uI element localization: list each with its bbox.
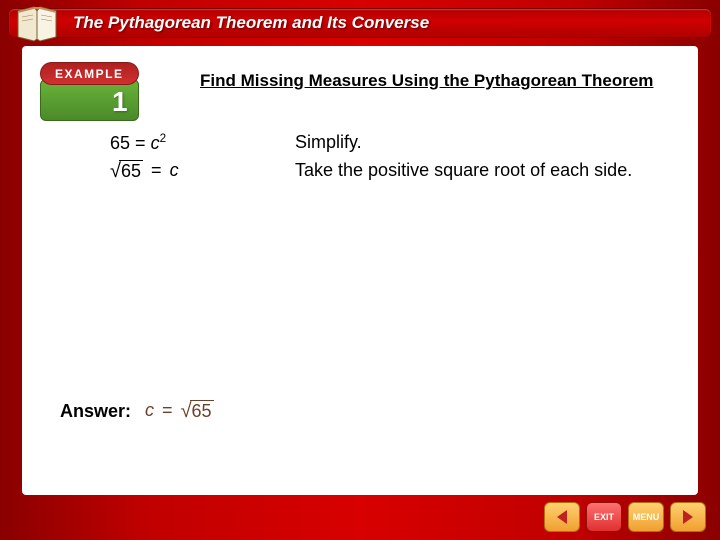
example-badge: EXAMPLE 1 <box>40 62 139 121</box>
eq-op: = <box>135 133 146 153</box>
eq-lhs: 65 <box>110 133 130 153</box>
step-equation: 65 = c2 <box>110 132 295 154</box>
radical-icon: √ <box>110 161 121 183</box>
nav-buttons: EXIT MENU <box>544 502 706 532</box>
eq-exp: 2 <box>160 132 167 145</box>
step-explanation: Take the positive square root of each si… <box>295 160 680 181</box>
header-book-icon <box>14 5 60 45</box>
back-button[interactable] <box>544 502 580 532</box>
eq-var: c <box>170 160 179 180</box>
lesson-title: Find Missing Measures Using the Pythagor… <box>200 70 680 91</box>
exit-button[interactable]: EXIT <box>586 502 622 532</box>
arrow-right-icon <box>683 510 693 524</box>
next-button[interactable] <box>670 502 706 532</box>
radicand: 65 <box>190 400 214 422</box>
radicand: 65 <box>119 160 143 182</box>
answer-op: = <box>162 400 173 420</box>
sqrt-expression: √ 65 <box>181 400 214 422</box>
answer-var: c <box>145 400 154 420</box>
header-title: The Pythagorean Theorem and Its Converse <box>73 13 429 33</box>
eq-var: c <box>151 133 160 153</box>
sqrt-expression: √ 65 <box>110 160 143 182</box>
arrow-left-icon <box>557 510 567 524</box>
header-bar: The Pythagorean Theorem and Its Converse <box>8 8 712 38</box>
step-row: 65 = c2 Simplify. <box>110 132 680 154</box>
slide-frame: The Pythagorean Theorem and Its Converse… <box>0 0 720 540</box>
eq-op: = <box>151 160 162 180</box>
radical-icon: √ <box>181 401 192 423</box>
answer-label: Answer: <box>60 401 131 422</box>
answer-expression: c = √ 65 <box>145 400 214 422</box>
example-number: 1 <box>112 88 128 116</box>
left-ornament <box>0 240 22 540</box>
menu-button[interactable]: MENU <box>628 502 664 532</box>
step-row: √ 65 = c Take the positive square root o… <box>110 160 680 182</box>
work-steps: 65 = c2 Simplify. √ 65 = c Take the posi… <box>110 132 680 188</box>
example-badge-label: EXAMPLE <box>40 62 139 85</box>
step-equation: √ 65 = c <box>110 160 295 182</box>
step-explanation: Simplify. <box>295 132 680 153</box>
example-badge-number-box: 1 <box>40 79 139 121</box>
answer-row: Answer: c = √ 65 <box>60 400 214 422</box>
